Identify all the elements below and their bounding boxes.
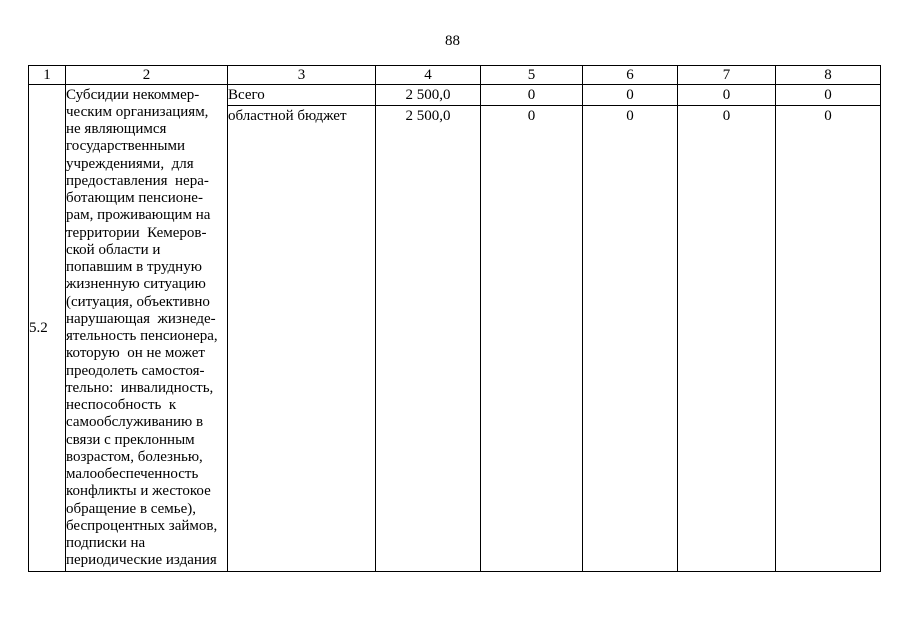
value-cell: 0 <box>582 105 678 572</box>
column-header-1: 1 <box>28 65 66 85</box>
page-number: 88 <box>445 33 460 49</box>
column-header-2: 2 <box>65 65 228 85</box>
column-header-8: 8 <box>775 65 881 85</box>
amount-cell: 2 500,0 <box>375 84 481 106</box>
value-cell: 0 <box>480 84 583 106</box>
value-cell: 0 <box>775 84 881 106</box>
column-header-3: 3 <box>227 65 376 85</box>
description-text: Субсидии некоммер- ческим организациям, … <box>66 86 218 569</box>
amount-cell: 2 500,0 <box>375 105 481 572</box>
description-cell: Субсидии некоммер- ческим организациям, … <box>65 84 228 572</box>
table-header-row: 1 2 3 4 5 6 7 8 <box>28 65 881 85</box>
column-header-4: 4 <box>375 65 481 85</box>
row-number-cell: 5.2 <box>28 84 66 572</box>
funding-source-oblast: областной бюджет <box>227 105 376 572</box>
value-cell: 0 <box>775 105 881 572</box>
value-cell: 0 <box>582 84 678 106</box>
value-cell: 0 <box>677 84 776 106</box>
table-row-total: 5.2 Субсидии некоммер- ческим организаци… <box>28 84 881 572</box>
value-cell: 0 <box>677 105 776 572</box>
column-header-5: 5 <box>480 65 583 85</box>
table-row-oblast-budget: областной бюджет 2 500,0 0 0 0 0 <box>29 105 881 572</box>
value-cell: 0 <box>480 105 583 572</box>
column-header-7: 7 <box>677 65 776 85</box>
column-header-6: 6 <box>582 65 678 85</box>
funding-source-total: Всего <box>227 84 376 106</box>
budget-table: 1 2 3 4 5 6 7 8 5.2 Субсидии некоммер- ч… <box>28 65 881 572</box>
